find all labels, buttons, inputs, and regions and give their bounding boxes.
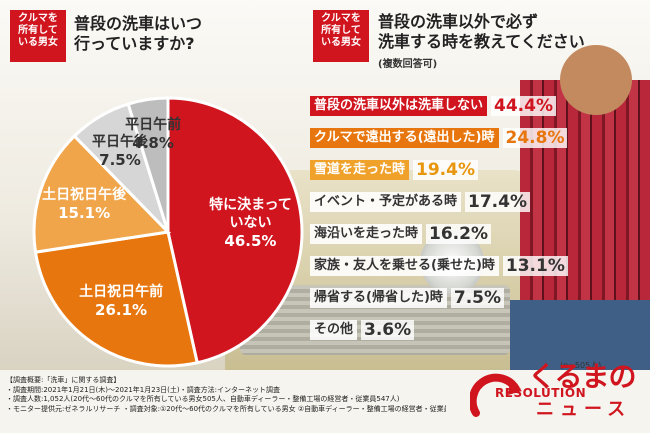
pie-slice	[126, 96, 170, 233]
reason-row: 家族・友人を乗せる(乗せた)時 13.1%	[310, 255, 568, 277]
pie-slice-name: 土日祝日午前	[79, 283, 164, 300]
reason-row: 海沿いを走った時 16.2%	[310, 223, 491, 245]
reason-value: 44.4%	[491, 96, 556, 116]
brand-name: くるまの	[528, 360, 636, 393]
pie-slice-percent: 46.5%	[224, 231, 277, 250]
reason-label: 帰省する(帰省した)時	[310, 288, 447, 308]
reason-row: イベント・予定がある時 17.4%	[310, 191, 530, 213]
right-question-title: 普段の洗車以外で必ず 洗車する時を教えてください	[378, 12, 648, 52]
reason-value: 13.1%	[502, 256, 568, 276]
reason-value: 7.5%	[450, 288, 505, 308]
footnote-line: ・調査人数:1,052人(20代〜60代のクルマを所有している男女505人、自動…	[6, 395, 400, 403]
reason-row: 普段の洗車以外は洗車しない 44.4%	[310, 95, 556, 117]
pie-slice-label: 特に決まって いない 46.5%	[209, 196, 292, 250]
reason-label: その他	[310, 320, 358, 340]
left-question-title: 普段の洗車はいつ 行っていますか?	[74, 14, 294, 54]
reason-row: 雪道を走った時 19.4%	[310, 159, 478, 181]
pie-slice-percent: 4.8%	[132, 133, 174, 152]
reason-label: 雪道を走った時	[310, 160, 410, 180]
reason-value: 3.6%	[361, 320, 415, 340]
pie-slice-name: 特に決まって	[209, 196, 292, 213]
badge-line: クルマを	[321, 13, 361, 24]
badge-line: いる男女	[321, 37, 361, 48]
reason-label: 海沿いを走った時	[310, 224, 423, 244]
sample-size-note: (n=505人)	[560, 361, 602, 370]
kuruma-news-logo: くるまの ニュース	[470, 345, 650, 433]
footnote-line: ・調査期間:2021年1月21日(木)〜2021年1月23日(土)・調査方法:イ…	[6, 385, 280, 394]
brand-mark-icon	[470, 373, 522, 417]
pie-slice-name: いない	[229, 214, 272, 231]
reason-value: 19.4%	[413, 160, 478, 180]
multiple-answer-note: (複数回答可)	[378, 59, 438, 70]
title-line: 普段の洗車はいつ	[74, 14, 203, 33]
title-line: 普段の洗車以外で必ず	[378, 12, 539, 31]
survey-footnotes: 【調査概要:「洗車」に関する調査】 ・調査期間:2021年1月21日(木)〜20…	[6, 376, 446, 414]
reason-label: イベント・予定がある時	[310, 192, 462, 212]
reason-label: クルマで遠出する(遠出した)時	[310, 128, 499, 148]
pie-slice	[166, 96, 304, 365]
title-line: 行っていますか?	[74, 34, 195, 53]
reason-row: その他 3.6%	[310, 319, 415, 341]
pie-slice-label: 平日午前 4.8%	[125, 116, 181, 152]
reason-value: 16.2%	[426, 224, 491, 244]
footnote-line: 【調査概要:「洗車」に関する調査】	[6, 376, 121, 384]
badge-line: いる男女	[18, 37, 58, 48]
pie-slice-label: 平日午後 7.5%	[92, 133, 148, 169]
pie-slice-label: 土日祝日午後 15.1%	[42, 186, 126, 222]
pie-slice-label: 土日祝日午前 26.1%	[79, 283, 163, 319]
brand-sub: ニュース	[536, 399, 632, 420]
pie-slice-name: 平日午後	[91, 134, 148, 151]
pie-slice-percent: 7.5%	[99, 151, 141, 170]
reason-value: 24.8%	[502, 128, 568, 148]
background-person-head	[560, 45, 632, 115]
pie-slice-name: 平日午前	[125, 116, 182, 133]
badge-line: クルマを	[18, 13, 58, 24]
reason-label: 普段の洗車以外は洗車しない	[310, 96, 488, 116]
footnote-line: ・モニター提供元:ゼネラルリサーチ ・調査対象:①20代〜60代のクルマを所有し…	[6, 404, 446, 413]
pie-slice	[33, 230, 200, 368]
pie-slice-percent: 15.1%	[58, 203, 111, 222]
owner-badge-left: クルマを 所有して いる男女	[10, 10, 66, 62]
badge-line: 所有して	[321, 25, 361, 36]
reason-row: 帰省する(帰省した)時 7.5%	[310, 287, 505, 309]
badge-line: 所有して	[18, 25, 58, 36]
pie-slice-name: 土日祝日午後	[42, 186, 127, 203]
pie-slice	[32, 133, 172, 254]
title-line: 洗車する時を教えてください	[378, 32, 585, 51]
owner-badge-right: クルマを 所有して いる男女	[313, 10, 369, 62]
reason-row: クルマで遠出する(遠出した)時 24.8%	[310, 127, 568, 149]
pie-slice-percent: 26.1%	[95, 300, 148, 319]
background-person-jeans	[510, 300, 650, 370]
reason-label: 家族・友人を乗せる(乗せた)時	[310, 256, 499, 276]
reason-value: 17.4%	[465, 192, 530, 212]
resolution-logo: RESOLUTION	[495, 386, 587, 400]
